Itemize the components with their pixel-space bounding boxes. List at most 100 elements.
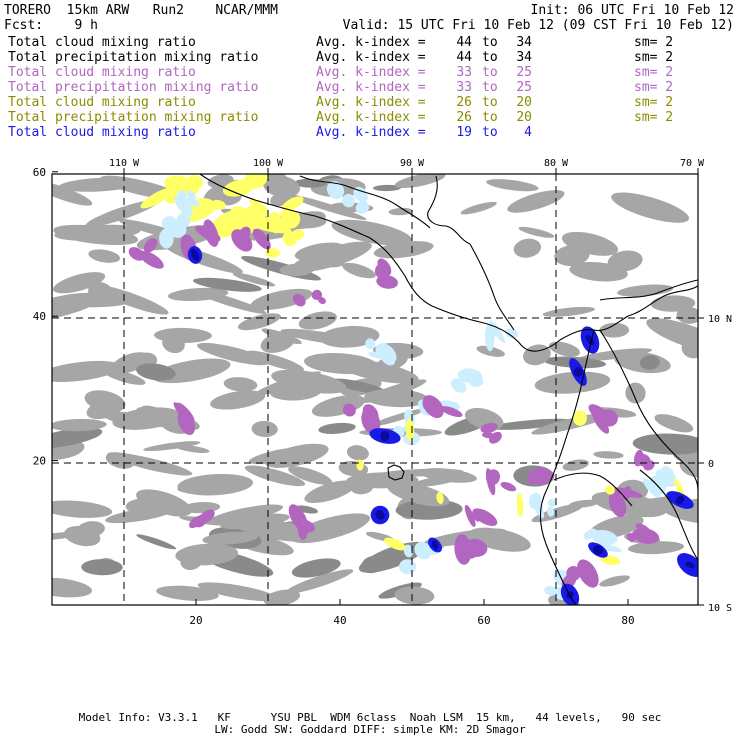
cloud-patch bbox=[154, 327, 212, 343]
cloud-patch bbox=[531, 503, 584, 523]
field-name: Total cloud mixing ratio bbox=[8, 125, 196, 140]
cloud-patch bbox=[177, 473, 254, 496]
precip-purple bbox=[472, 508, 498, 526]
cloud-patch bbox=[112, 407, 181, 430]
precip-dark-blue bbox=[380, 430, 390, 442]
cloud-light-blue bbox=[591, 529, 618, 546]
smoothing-value: sm= 2 bbox=[634, 110, 674, 125]
cloud-patch bbox=[599, 322, 630, 338]
cloud-patch bbox=[251, 420, 278, 438]
cloud-light-blue bbox=[176, 190, 187, 203]
k-index-label: Avg. k-index = bbox=[316, 65, 426, 80]
cloud-light-blue bbox=[450, 378, 467, 393]
precip-yellow bbox=[249, 199, 264, 208]
precip-purple bbox=[472, 510, 481, 522]
precip-dark-blue bbox=[573, 367, 583, 377]
cloud-light-blue bbox=[504, 328, 519, 339]
y-tick-label: 60 bbox=[33, 166, 46, 179]
cloud-patch bbox=[388, 207, 414, 216]
cloud-light-blue bbox=[355, 201, 370, 214]
smoothing-value: sm= 2 bbox=[634, 35, 674, 50]
x-tick-label: 60 bbox=[477, 614, 490, 627]
cloud-patch bbox=[319, 325, 380, 348]
cloud-patch bbox=[248, 447, 311, 465]
cloud-patch bbox=[338, 359, 419, 384]
cloud-patch bbox=[174, 444, 210, 454]
precip-yellow bbox=[140, 187, 175, 209]
precip-purple bbox=[577, 559, 599, 588]
k-index-from: 26 bbox=[456, 95, 472, 110]
precip-purple bbox=[527, 470, 539, 485]
k-index-to: 20 bbox=[516, 95, 532, 110]
k-index-to: 20 bbox=[516, 110, 532, 125]
precip-purple bbox=[480, 422, 498, 434]
precip-purple bbox=[377, 258, 392, 276]
k-index-to: 25 bbox=[516, 80, 532, 95]
cloud-patch bbox=[244, 465, 306, 487]
cloud-patch bbox=[196, 342, 270, 366]
lon-label: 100 W bbox=[253, 158, 284, 169]
k-index-from: 33 bbox=[456, 80, 472, 95]
cloud-patch bbox=[232, 272, 276, 287]
cloud-patch bbox=[263, 589, 301, 605]
cloud-patch bbox=[77, 521, 105, 538]
cloud-patch bbox=[52, 577, 93, 598]
field-name: Total precipitation mixing ratio bbox=[8, 110, 259, 125]
cloud-patch bbox=[632, 433, 698, 455]
precip-yellow bbox=[280, 209, 301, 229]
lat-label: 10 S bbox=[708, 603, 732, 614]
cloud-patch bbox=[518, 226, 555, 238]
coastlines bbox=[199, 174, 698, 605]
coastline-central-america bbox=[199, 174, 629, 352]
precip-yellow bbox=[291, 228, 304, 241]
k-index-to-word: to bbox=[482, 80, 498, 95]
cloud-patch bbox=[460, 201, 497, 215]
lon-label: 110 W bbox=[109, 158, 140, 169]
cloud-patch bbox=[676, 306, 698, 324]
y-tick-label: 20 bbox=[33, 455, 46, 468]
cloud-patch bbox=[223, 377, 258, 392]
lon-label: 90 W bbox=[400, 158, 425, 169]
precip-yellow bbox=[405, 418, 415, 442]
cloud-light-blue bbox=[468, 373, 481, 383]
precip-purple bbox=[139, 250, 164, 269]
precip-purple bbox=[376, 275, 398, 289]
k-index-label: Avg. k-index = bbox=[316, 95, 426, 110]
cloud-light-blue bbox=[185, 197, 201, 207]
cloud-patch bbox=[107, 452, 193, 476]
precip-purple bbox=[342, 403, 356, 417]
k-index-label: Avg. k-index = bbox=[316, 80, 426, 95]
precip-purple bbox=[464, 504, 476, 527]
precip-dark-blue bbox=[375, 510, 385, 520]
k-index-from: 44 bbox=[456, 35, 472, 50]
field-name: Total precipitation mixing ratio bbox=[8, 50, 259, 65]
cloud-patch bbox=[394, 174, 446, 188]
k-index-to-word: to bbox=[482, 95, 498, 110]
precip-dark-blue bbox=[190, 248, 200, 262]
cloud-patch bbox=[548, 341, 580, 357]
cloud-patch bbox=[531, 412, 613, 435]
border-mexico bbox=[299, 175, 431, 229]
cloud-patch bbox=[220, 513, 290, 530]
cloud-patch bbox=[52, 272, 106, 294]
k-index-label: Avg. k-index = bbox=[316, 50, 426, 65]
smoothing-value: sm= 2 bbox=[634, 50, 674, 65]
cloud-patch bbox=[136, 363, 176, 381]
cloud-light-blue bbox=[375, 343, 397, 364]
cloud-patch bbox=[136, 489, 192, 517]
cloud-patch bbox=[639, 355, 660, 370]
plot-frame bbox=[51, 173, 699, 606]
cloud-light-blue bbox=[169, 224, 187, 238]
coastline-caribbean bbox=[599, 279, 698, 301]
cloud-patch bbox=[599, 575, 630, 587]
cloud-patch bbox=[330, 378, 387, 394]
cloud-patch bbox=[346, 445, 369, 461]
model-info-line1: Model Info: V3.3.1 KF YSU PBL WDM 6class… bbox=[78, 711, 662, 724]
k-index-from: 33 bbox=[456, 65, 472, 80]
smoothing-value: sm= 2 bbox=[634, 80, 674, 95]
cloud-patch bbox=[156, 585, 219, 601]
y-tick-label: 40 bbox=[33, 310, 46, 323]
precip-yellow bbox=[270, 217, 285, 234]
cloud-patch bbox=[593, 451, 624, 459]
precip-purple bbox=[238, 226, 251, 240]
